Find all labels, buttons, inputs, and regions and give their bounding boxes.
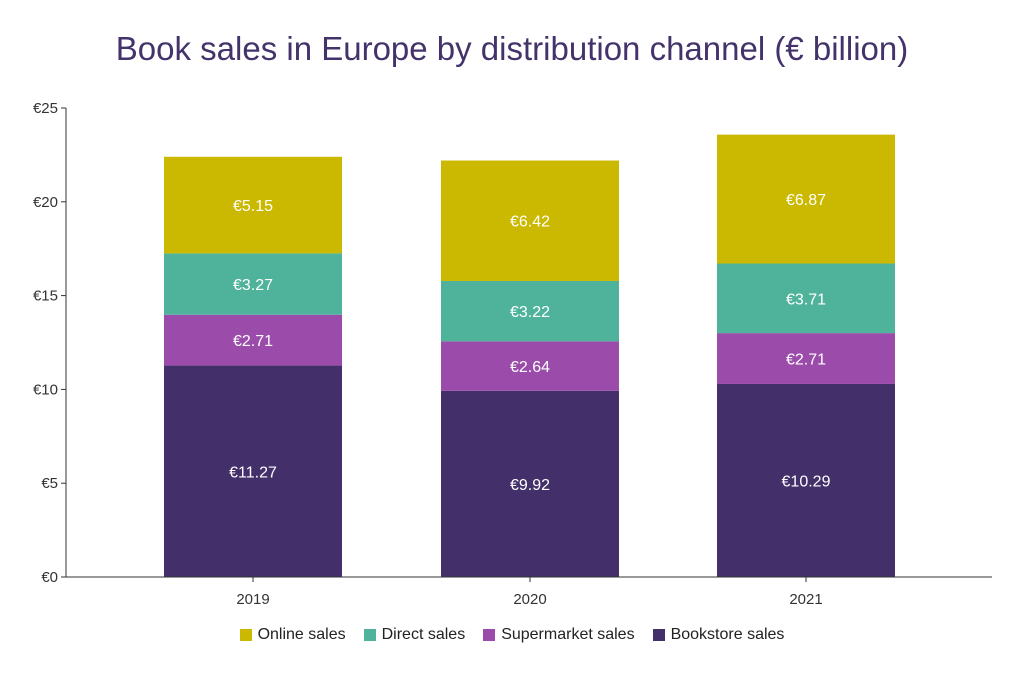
legend-label: Online sales [257,626,346,643]
x-tick-label: 2020 [513,591,546,608]
bar-segment [441,160,619,281]
bar-segment [164,365,342,577]
legend-item: Direct sales [363,626,466,644]
y-tick-label: €10 [33,381,58,398]
bar-data-label: €2.71 [786,352,826,369]
x-tick-label: 2019 [236,591,269,608]
bar-data-label: €3.27 [233,277,273,294]
x-tick-label: 2021 [789,591,822,608]
legend-swatch [483,629,496,641]
legend-item: Supermarket sales [483,626,635,644]
y-axis-ticks: €0 €5 €10 €15 €20 €25 [33,100,66,586]
legend-swatch [239,629,252,641]
bar-data-label: €11.27 [229,464,277,481]
bar-data-label: €6.87 [786,192,826,209]
bar-segment [441,280,619,342]
legend-swatch [652,629,665,641]
legend-item: Online sales [239,626,346,644]
bar-segment [717,383,895,577]
y-tick-label: €15 [33,288,58,305]
legend-swatch [363,629,376,641]
y-tick-label: €5 [41,475,58,492]
bar-segment [717,134,895,264]
bar-data-label: €9.92 [510,477,550,494]
chart-title: Book sales in Europe by distribution cha… [115,30,909,67]
x-axis-ticks: 2019 2020 2021 [236,577,823,608]
bar-data-label: €3.22 [510,304,550,321]
bar-data-label: €10.29 [782,473,831,490]
bar-data-label: €3.71 [786,291,826,308]
bar-segments: €11.27 €2.71 €3.27 €5.15 €9.92 €2.64 €3.22 €6.4… [164,134,895,577]
y-tick-label: €20 [33,194,58,211]
bar-segment [717,333,895,384]
legend-item: Bookstore sales [652,626,785,644]
bar-segment [164,253,342,315]
bar-segment [441,341,619,391]
bar-segment [441,390,619,577]
bar-segment [164,314,342,366]
bar-data-label: €2.64 [510,359,550,376]
legend-label: Bookstore sales [670,626,785,643]
bar-data-label: €5.15 [233,198,273,215]
bar-data-label: €2.71 [233,333,273,350]
legend-label: Direct sales [381,626,466,643]
bar-segment [164,156,342,254]
legend: Online sales Direct sales Supermarket sale… [0,626,1024,644]
y-tick-label: €25 [33,100,58,117]
legend-label: Supermarket sales [501,626,635,643]
bar-data-label: €6.42 [510,214,550,231]
y-tick-label: €0 [41,569,58,586]
bar-segment [717,263,895,334]
